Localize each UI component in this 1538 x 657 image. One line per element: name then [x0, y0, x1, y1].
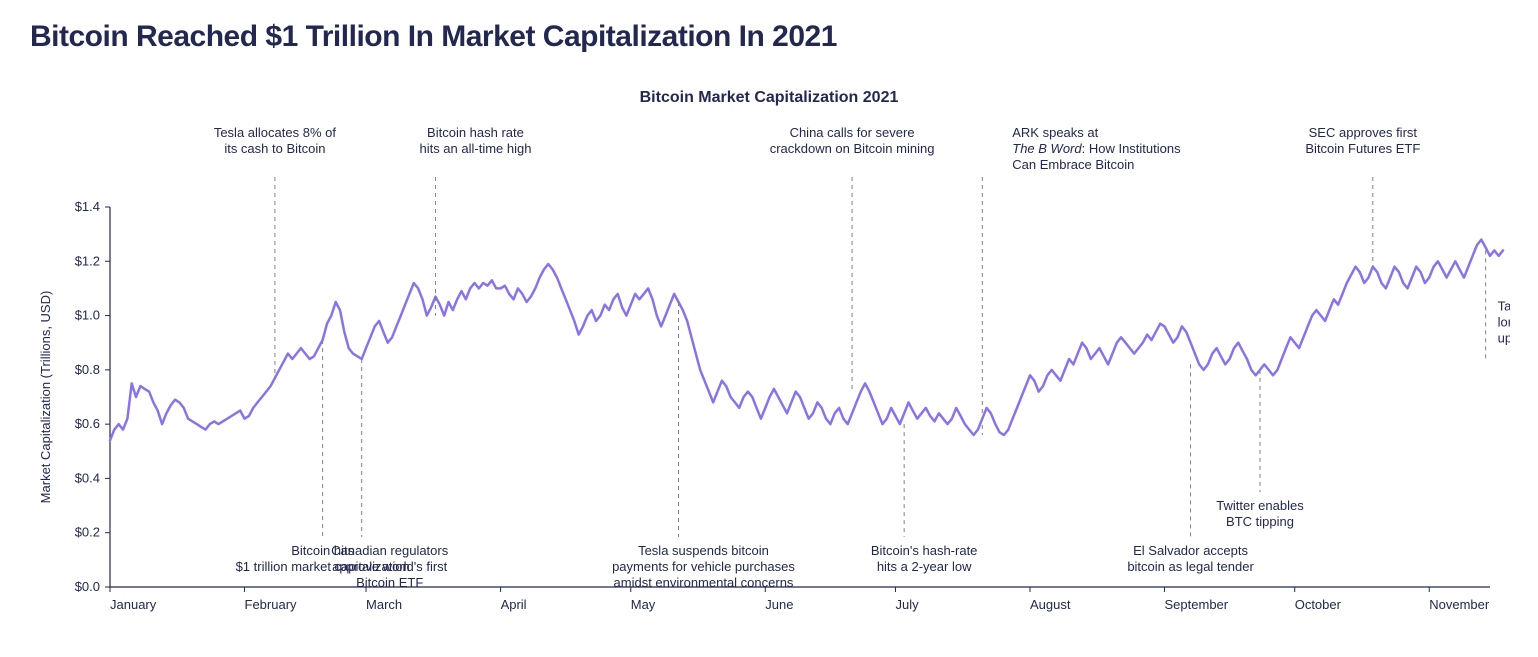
svg-text:$0.8: $0.8 [75, 362, 100, 377]
svg-text:Canadian regulatorsapprove wor: Canadian regulatorsapprove world's first… [331, 543, 449, 590]
annotation: China calls for severecrackdown on Bitco… [770, 125, 935, 392]
svg-text:$0.6: $0.6 [75, 416, 100, 431]
svg-text:October: October [1295, 597, 1342, 612]
annotation: Canadian regulatorsapprove world's first… [331, 359, 449, 590]
svg-text:$1.2: $1.2 [75, 253, 100, 268]
annotation: Twitter enablesBTC tipping [1216, 370, 1304, 529]
svg-text:July: July [895, 597, 919, 612]
annotation: SEC approves firstBitcoin Futures ETF [1305, 125, 1420, 267]
svg-text:Tesla allocates 8% ofits cash: Tesla allocates 8% ofits cash to Bitcoin [214, 125, 337, 156]
page-title: Bitcoin Reached $1 Trillion In Market Ca… [30, 20, 1508, 54]
chart-container: $0.0 $0.2 $0.4 $0.6 $0.8 $1.0 $1.2 $1.4 Market C… [30, 117, 1510, 637]
svg-text:Twitter enablesBTC tipping: Twitter enablesBTC tipping [1216, 498, 1304, 529]
chart-title: Bitcoin Market Capitalization 2021 [30, 89, 1508, 107]
svg-text:$0.2: $0.2 [75, 525, 100, 540]
svg-text:January: January [110, 597, 157, 612]
svg-text:SEC approves firstBitcoin Futu: SEC approves firstBitcoin Futures ETF [1305, 125, 1420, 156]
annotation: El Salvador acceptsbitcoin as legal tend… [1127, 364, 1254, 574]
annotation: ARK speaks atThe B Word: How Institution… [982, 125, 1181, 435]
svg-text:September: September [1165, 597, 1229, 612]
svg-text:June: June [765, 597, 793, 612]
svg-text:$1.4: $1.4 [75, 199, 100, 214]
annotation: Tesla suspends bitcoinpayments for vehic… [612, 302, 795, 590]
annotation: Taproot, Bitcoin'slong-anticipatedupgrad… [1486, 250, 1510, 360]
annotation: Bitcoin hits$1 trillion market capitaliz… [236, 340, 410, 574]
svg-text:August: August [1030, 597, 1071, 612]
svg-text:$0.0: $0.0 [75, 579, 100, 594]
svg-text:April: April [501, 597, 527, 612]
svg-text:China calls for severecrackdow: China calls for severecrackdown on Bitco… [770, 125, 935, 156]
svg-text:May: May [631, 597, 656, 612]
svg-text:ARK speaks atThe B Word: How I: ARK speaks atThe B Word: How Institution… [1012, 125, 1181, 172]
svg-text:Tesla suspends bitcoinpayments: Tesla suspends bitcoinpayments for vehic… [612, 543, 795, 590]
svg-text:February: February [245, 597, 298, 612]
svg-text:Taproot, Bitcoin'slong-anticip: Taproot, Bitcoin'slong-anticipatedupgrad… [1498, 298, 1510, 345]
svg-text:$1.0: $1.0 [75, 308, 100, 323]
annotation: Bitcoin's hash-ratehits a 2-year low [871, 424, 978, 574]
svg-text:El Salvador acceptsbitcoin as: El Salvador acceptsbitcoin as legal tend… [1127, 543, 1254, 574]
annotation: Tesla allocates 8% ofits cash to Bitcoin [214, 125, 337, 378]
svg-text:Bitcoin's hash-ratehits a 2-ye: Bitcoin's hash-ratehits a 2-year low [871, 543, 978, 574]
svg-text:March: March [366, 597, 402, 612]
svg-text:Market Capitalization (Trillio: Market Capitalization (Trillions, USD) [38, 291, 53, 504]
svg-text:Bitcoin hash ratehits an all-t: Bitcoin hash ratehits an all-time high [419, 125, 531, 156]
annotation: Bitcoin hash ratehits an all-time high [419, 125, 531, 316]
svg-text:$0.4: $0.4 [75, 470, 100, 485]
svg-text:November: November [1429, 597, 1490, 612]
line-chart: $0.0 $0.2 $0.4 $0.6 $0.8 $1.0 $1.2 $1.4 Market C… [30, 117, 1510, 637]
